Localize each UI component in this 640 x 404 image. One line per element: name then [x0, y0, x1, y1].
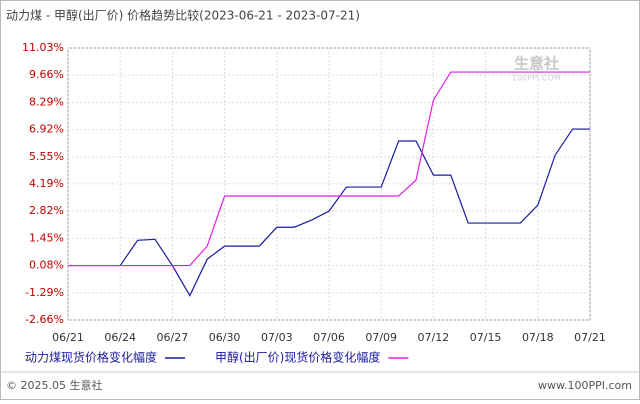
x-tick-label: 06/30 [209, 331, 241, 344]
legend-label: 甲醇(出厂价)现货价格变化幅度 [215, 350, 380, 365]
y-tick-label: 0.08% [29, 259, 64, 272]
x-tick-label: 07/21 [574, 331, 606, 344]
series-line [68, 128, 590, 297]
x-tick-label: 06/21 [52, 331, 84, 344]
footer-site: www.100PPI.com [538, 379, 632, 392]
y-tick-label: 1.45% [29, 231, 64, 244]
series-line [68, 71, 590, 267]
x-tick-label: 06/27 [157, 331, 189, 344]
x-tick-label: 07/15 [470, 331, 502, 344]
y-tick-label: 8.29% [29, 95, 64, 108]
footer-copyright: © 2025.05 生意社 [6, 378, 102, 392]
y-tick-label: 11.03% [22, 41, 64, 54]
watermark-site: 100PPI.COM [512, 74, 561, 83]
y-tick-label: 4.19% [29, 177, 64, 190]
x-tick-label: 07/18 [522, 331, 554, 344]
y-tick-label: 2.82% [29, 204, 64, 217]
x-tick-label: 06/24 [104, 331, 136, 344]
y-tick-label: 9.66% [29, 68, 64, 81]
x-tick-label: 07/03 [261, 331, 293, 344]
x-tick-label: 07/12 [418, 331, 450, 344]
y-tick-label: 6.92% [29, 123, 64, 136]
x-tick-label: 07/06 [313, 331, 345, 344]
chart-title: 动力煤 - 甲醇(出厂价) 价格趋势比较(2023-06-21 - 2023-0… [6, 8, 360, 23]
x-tick-label: 07/09 [365, 331, 397, 344]
watermark-name: 生意社 [514, 55, 559, 73]
y-tick-label: -2.66% [25, 313, 64, 326]
y-tick-label: 5.55% [29, 150, 64, 163]
legend-label: 动力煤现货价格变化幅度 [25, 350, 157, 365]
y-tick-label: -1.29% [25, 286, 64, 299]
